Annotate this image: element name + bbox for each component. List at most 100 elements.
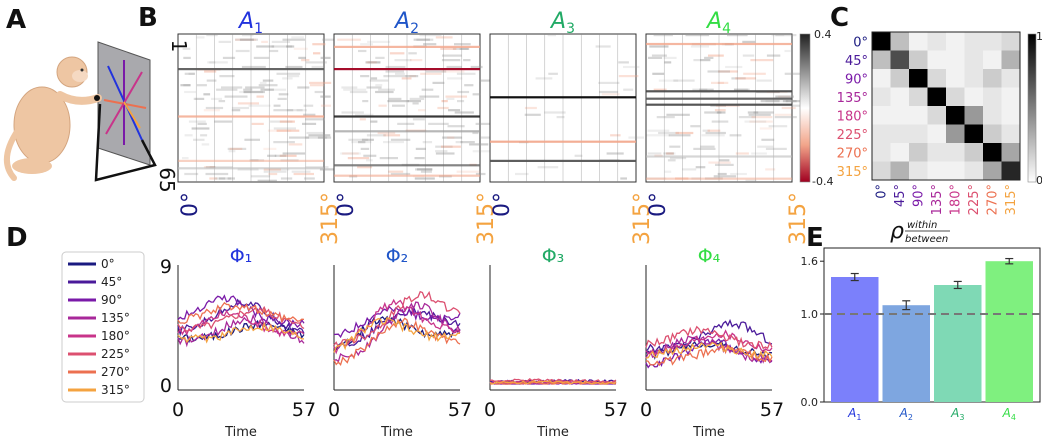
matrix-cell — [964, 106, 983, 125]
matrix-cell — [983, 32, 1002, 51]
matrix-cell — [1001, 87, 1020, 106]
matrix-cell — [890, 161, 909, 180]
timecourse-line-2-7 — [333, 316, 461, 353]
timecourse-xlabel-2: Time — [380, 425, 413, 440]
matrix-cell — [909, 87, 928, 106]
matrix-cell — [1001, 69, 1020, 88]
timecourse-ytick-top: 9 — [160, 256, 172, 278]
colorbar-c-top: 1 — [1036, 30, 1042, 43]
bar-label-A4: A4 — [1002, 406, 1016, 422]
legend-label-7: 315° — [101, 383, 130, 397]
matrix-row-label-1: 45° — [845, 54, 868, 69]
matrix-col-label-2: 90° — [911, 184, 926, 207]
matrix-cell — [1001, 32, 1020, 51]
legend-label-5: 225° — [101, 347, 130, 361]
matrix-cell — [890, 69, 909, 88]
bar-chart-ytick-0: 1.6 — [801, 255, 819, 268]
matrix-cell — [909, 106, 928, 125]
matrix-col-label-6: 270° — [985, 184, 1000, 215]
matrix-cell — [964, 32, 983, 51]
panel-c-similarity-matrix: 0°0°45°45°90°90°135°135°180°180°225°225°… — [837, 31, 1021, 215]
timecourse-line-4-7 — [645, 341, 773, 359]
bar-A1 — [831, 277, 879, 402]
legend-label-4: 180° — [101, 329, 130, 343]
heatmap-title-2: A2 — [393, 9, 419, 37]
matrix-cell — [890, 32, 909, 51]
matrix-row-label-6: 270° — [837, 146, 868, 161]
heatmap-title-3: A3 — [549, 9, 575, 37]
row-label-top: 1 — [167, 40, 191, 53]
matrix-cell — [890, 87, 909, 106]
panel-e-bar-chart: ρ within between 1.6 1.0 0.0 A1 A2 A3 A4 — [801, 219, 1041, 422]
matrix-cell — [890, 50, 909, 69]
legend-label-3: 135° — [101, 311, 130, 325]
matrix-cell — [946, 124, 965, 143]
panel-letter-d: D — [6, 223, 28, 253]
matrix-row-label-0: 0° — [853, 35, 868, 50]
timecourse-xlabel-1: Time — [224, 425, 257, 440]
timecourse-line-3-5 — [489, 378, 617, 384]
timecourse-line-1-7 — [177, 321, 305, 344]
heatmap-xlabel-left-1: 0° — [178, 192, 203, 217]
bar-label-A3: A3 — [950, 406, 964, 422]
timecourse-title-1: Φ₁ — [230, 245, 253, 267]
matrix-cell — [964, 50, 983, 69]
bar-label-A2: A2 — [899, 406, 913, 422]
matrix-cell — [909, 124, 928, 143]
matrix-row-label-4: 180° — [837, 109, 868, 124]
matrix-cell — [946, 50, 965, 69]
matrix-cell — [927, 87, 946, 106]
bar-chart-ytick-1: 1.0 — [801, 308, 819, 321]
colorbar-c — [1027, 33, 1037, 183]
matrix-cell — [909, 50, 928, 69]
matrix-col-label-7: 315° — [1004, 184, 1019, 215]
timecourse-title-2: Φ₂ — [386, 245, 409, 267]
timecourse-line-1-5 — [177, 305, 305, 332]
timecourse-title-3: Φ₃ — [542, 245, 565, 267]
heatmap-xlabel-right-3: 315° — [630, 192, 655, 245]
panel-letter-c: C — [830, 3, 849, 33]
matrix-cell — [983, 143, 1002, 162]
matrix-cell — [890, 143, 909, 162]
matrix-cell — [983, 87, 1002, 106]
matrix-cell — [927, 50, 946, 69]
matrix-cell — [964, 69, 983, 88]
panel-d-timecourses: Φ₁ 0 57 Time 9 0 Φ₂ 0 57 Time Φ₃ 0 57 Time Φ₄ 0 57 Time — [160, 245, 784, 440]
matrix-cell — [872, 161, 891, 180]
matrix-cell — [983, 106, 1002, 125]
heatmap-xlabel-right-4: 315° — [786, 192, 811, 245]
timecourse-line-4-6 — [645, 344, 773, 367]
timecourse-line-3-7 — [489, 380, 617, 385]
timecourse-xtick-right-1: 57 — [292, 399, 316, 421]
timecourse-line-1-6 — [177, 301, 305, 324]
matrix-cell — [946, 87, 965, 106]
heatmap-title-1: A1 — [237, 9, 263, 37]
timecourse-line-2-5 — [333, 290, 461, 349]
colorbar-b-bottom: -0.4 — [812, 175, 833, 188]
colorbar-b — [799, 33, 811, 183]
timecourse-title-4: Φ₄ — [698, 245, 721, 267]
matrix-cell — [927, 106, 946, 125]
matrix-cell — [983, 69, 1002, 88]
monkey-illustration — [4, 41, 157, 182]
timecourse-xtick-left-3: 0 — [484, 399, 496, 421]
heatmap-xlabel-left-3: 0° — [490, 192, 515, 217]
legend-label-1: 45° — [101, 275, 122, 289]
matrix-row-label-3: 135° — [837, 91, 868, 106]
timecourse-xtick-left-1: 0 — [172, 399, 184, 421]
matrix-cell — [927, 143, 946, 162]
angle-legend: 0° 45° 90° 135° 180° 225° 270° 315° — [61, 251, 145, 403]
timecourse-xtick-left-2: 0 — [328, 399, 340, 421]
bar-A3 — [934, 285, 982, 402]
matrix-cell — [872, 143, 891, 162]
bar-chart-title-between: between — [905, 234, 948, 245]
matrix-col-label-3: 135° — [930, 184, 945, 215]
heatmap-title-4: A4 — [705, 9, 731, 37]
matrix-cell — [1001, 50, 1020, 69]
matrix-row-label-2: 90° — [845, 72, 868, 87]
matrix-cell — [872, 69, 891, 88]
matrix-cell — [927, 69, 946, 88]
timecourse-line-1-4 — [177, 309, 305, 338]
matrix-row-label-5: 225° — [837, 128, 868, 143]
matrix-cell — [1001, 161, 1020, 180]
